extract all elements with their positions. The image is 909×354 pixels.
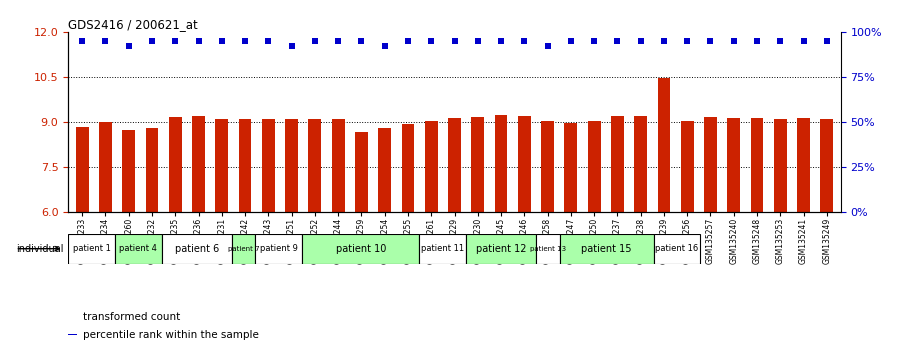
Bar: [541, 121, 554, 212]
Bar: [68, 234, 115, 264]
Bar: [75, 127, 88, 212]
Bar: [704, 117, 717, 212]
Point: [564, 38, 578, 44]
Bar: [560, 234, 654, 264]
Bar: [821, 119, 834, 212]
Text: GDS2416 / 200621_at: GDS2416 / 200621_at: [68, 18, 198, 31]
Point: [168, 38, 183, 44]
Point: [517, 38, 532, 44]
Text: patient 15: patient 15: [582, 244, 632, 254]
Bar: [681, 121, 694, 212]
Point: [447, 38, 462, 44]
Bar: [308, 119, 321, 212]
Bar: [472, 117, 484, 212]
Bar: [303, 234, 419, 264]
Point: [796, 38, 811, 44]
Bar: [239, 119, 252, 212]
Bar: [536, 234, 560, 264]
Point: [610, 38, 624, 44]
Bar: [378, 127, 391, 212]
Bar: [162, 234, 232, 264]
Point: [98, 38, 113, 44]
Bar: [262, 119, 275, 212]
Point: [355, 38, 369, 44]
Text: patient 4: patient 4: [119, 244, 157, 253]
Point: [656, 38, 671, 44]
Point: [215, 38, 229, 44]
Point: [377, 44, 392, 49]
Point: [401, 38, 415, 44]
Point: [494, 38, 508, 44]
Text: patient 7: patient 7: [228, 246, 260, 252]
Point: [773, 38, 787, 44]
Bar: [332, 119, 345, 212]
Bar: [611, 116, 624, 212]
Bar: [402, 124, 415, 212]
Bar: [654, 234, 700, 264]
Point: [587, 38, 602, 44]
Bar: [68, 334, 76, 335]
Bar: [564, 123, 577, 212]
Bar: [751, 118, 764, 212]
Point: [704, 38, 718, 44]
Point: [750, 38, 764, 44]
Text: patient 1: patient 1: [73, 244, 111, 253]
Text: patient 6: patient 6: [175, 244, 219, 254]
Text: patient 12: patient 12: [476, 244, 526, 254]
Bar: [123, 130, 135, 212]
Point: [261, 38, 275, 44]
Point: [285, 44, 299, 49]
Point: [122, 44, 136, 49]
Bar: [774, 119, 786, 212]
Point: [75, 38, 89, 44]
Bar: [419, 234, 466, 264]
Bar: [494, 115, 507, 212]
Point: [331, 38, 345, 44]
Bar: [115, 234, 162, 264]
Bar: [232, 234, 255, 264]
Bar: [255, 234, 303, 264]
Point: [191, 38, 205, 44]
Point: [634, 38, 648, 44]
Text: patient 11: patient 11: [421, 244, 464, 253]
Bar: [657, 78, 670, 212]
Point: [471, 38, 485, 44]
Bar: [727, 118, 740, 212]
Text: patient 9: patient 9: [260, 244, 298, 253]
Text: individual: individual: [16, 244, 64, 254]
Bar: [518, 115, 531, 212]
Point: [540, 44, 554, 49]
Bar: [634, 116, 647, 212]
Bar: [466, 234, 536, 264]
Text: percentile rank within the sample: percentile rank within the sample: [83, 330, 258, 339]
Text: transformed count: transformed count: [83, 312, 180, 322]
Bar: [797, 118, 810, 212]
Bar: [285, 119, 298, 212]
Point: [307, 38, 322, 44]
Bar: [99, 121, 112, 212]
Point: [680, 38, 694, 44]
Bar: [68, 316, 76, 317]
Bar: [588, 121, 601, 212]
Text: patient 10: patient 10: [335, 244, 386, 254]
Bar: [355, 132, 368, 212]
Text: patient 16: patient 16: [655, 244, 698, 253]
Point: [145, 38, 159, 44]
Bar: [215, 119, 228, 212]
Text: patient 13: patient 13: [530, 246, 566, 252]
Bar: [145, 127, 158, 212]
Bar: [448, 118, 461, 212]
Point: [820, 38, 834, 44]
Bar: [169, 117, 182, 212]
Bar: [425, 121, 437, 212]
Point: [238, 38, 253, 44]
Point: [424, 38, 438, 44]
Point: [726, 38, 741, 44]
Bar: [192, 115, 205, 212]
